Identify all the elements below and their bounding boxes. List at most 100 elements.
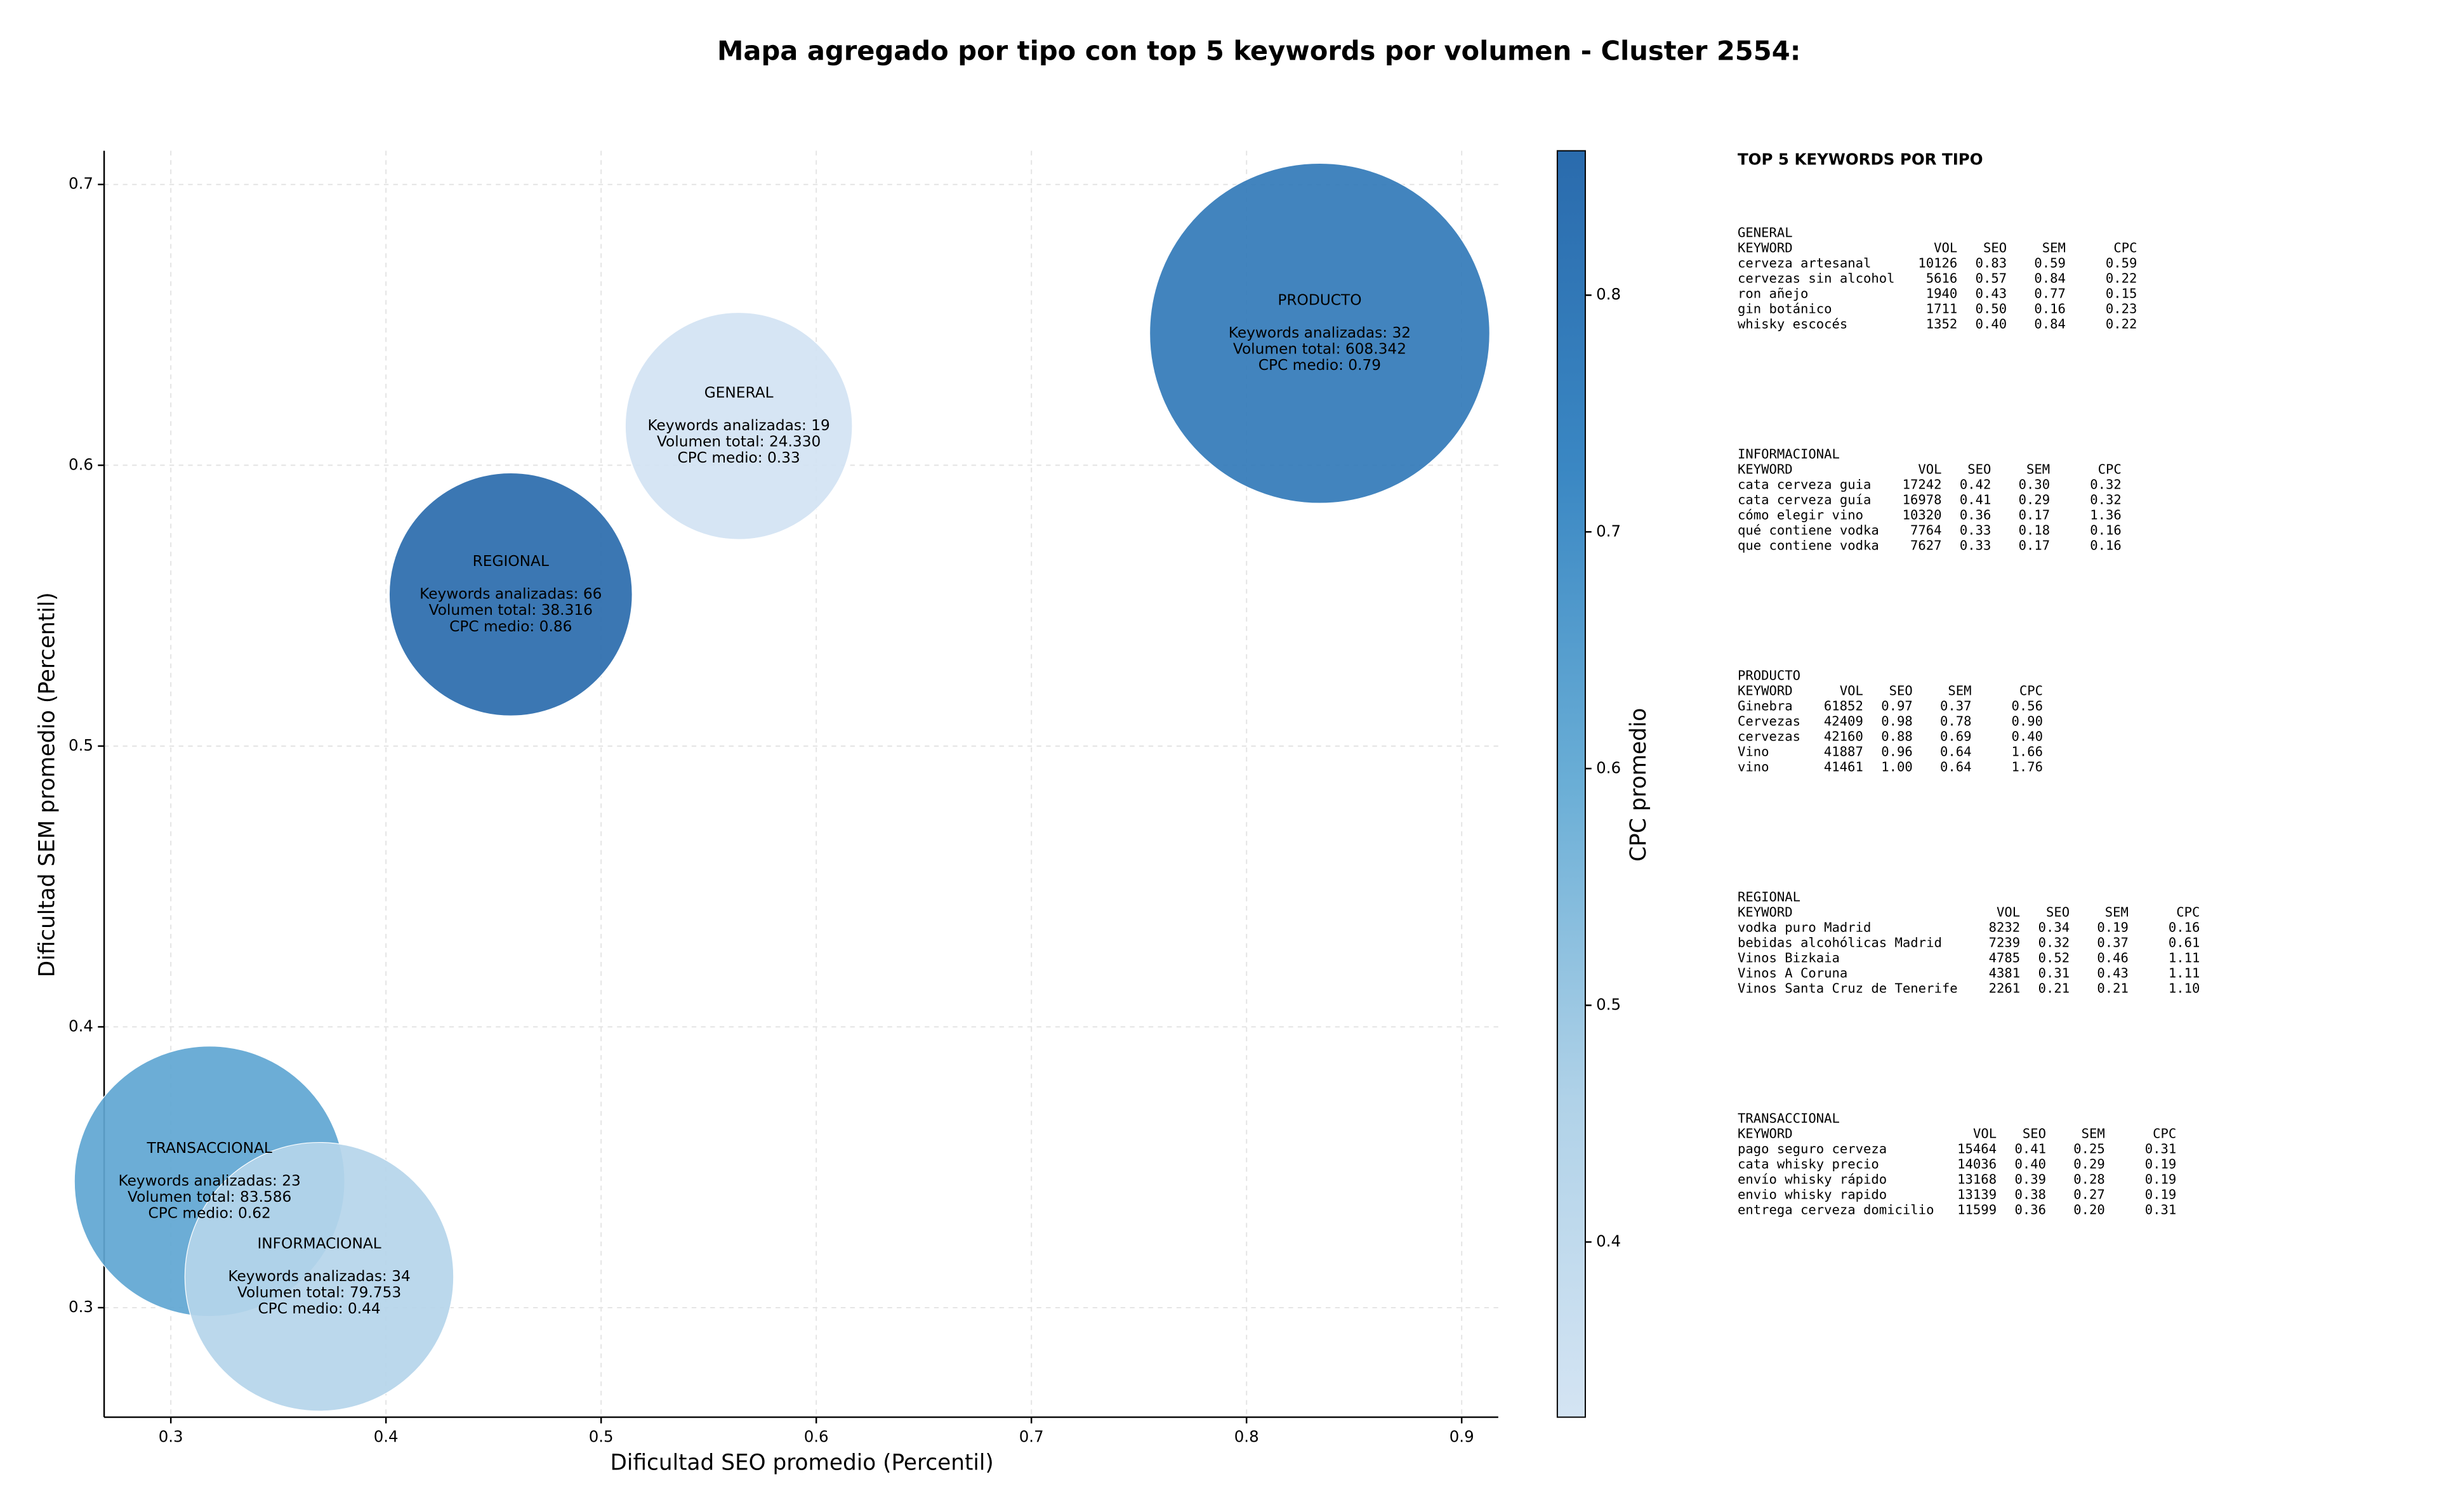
table-header: SEM <box>2026 461 2050 477</box>
table-cell: vodka puro Madrid <box>1738 919 1871 935</box>
table-cell: 0.32 <box>2090 477 2122 492</box>
table-header: KEYWORD <box>1738 240 1793 255</box>
table-cell: 17242 <box>1903 477 1942 492</box>
table-cell: 0.20 <box>2073 1202 2105 1217</box>
table-cell: 4785 <box>1989 950 2021 965</box>
x-tick-label: 0.6 <box>804 1427 829 1445</box>
table-cell: 1.36 <box>2090 507 2122 522</box>
table-cell: 0.19 <box>2097 919 2129 935</box>
table-cell: 0.98 <box>1881 713 1913 728</box>
bubble-annotation: Keywords analizadas: 32 <box>1229 324 1411 341</box>
table-cell: 0.32 <box>2090 492 2122 507</box>
table-cell: entrega cerveza domicilio <box>1738 1202 1934 1217</box>
table-header: SEO <box>1889 683 1913 698</box>
colorbar-tick-label: 0.7 <box>1596 522 1621 540</box>
table-cell: bebidas alcohólicas Madrid <box>1738 935 1942 950</box>
table-header: KEYWORD <box>1738 1126 1793 1141</box>
table-cell: 0.29 <box>2073 1156 2105 1171</box>
table-header: VOL <box>1997 904 2020 919</box>
bubble-name: PRODUCTO <box>1278 291 1361 308</box>
table-cell: ron añejo <box>1738 286 1808 301</box>
table-cell: 0.29 <box>2019 492 2051 507</box>
section-name: PRODUCTO <box>1738 667 1800 683</box>
bubble-name: TRANSACCIONAL <box>147 1140 272 1157</box>
bubble <box>624 312 853 540</box>
table-header: CPC <box>2176 904 2200 919</box>
table-cell: 0.90 <box>2012 713 2044 728</box>
table-cell: 1.66 <box>2012 744 2044 759</box>
table-cell: 0.52 <box>2038 950 2070 965</box>
table-cell: envio whisky rapido <box>1738 1187 1887 1202</box>
table-cell: 0.33 <box>1960 522 1991 537</box>
table-header: SEO <box>2023 1126 2046 1141</box>
table-header: SEM <box>2042 240 2066 255</box>
colorbar-tick-label: 0.6 <box>1596 758 1621 777</box>
table-cell: Vinos Bizkaia <box>1738 950 1840 965</box>
table-cell: 0.27 <box>2073 1187 2105 1202</box>
table-cell: 0.36 <box>1960 507 1991 522</box>
table-cell: 0.36 <box>2014 1202 2046 1217</box>
table-cell: 0.34 <box>2038 919 2070 935</box>
y-axis-label: Dificultad SEM promedio (Percentil) <box>34 592 60 977</box>
section-name: REGIONAL <box>1738 889 1800 904</box>
bubble-annotation: Keywords analizadas: 34 <box>228 1268 410 1285</box>
bubble-name: REGIONAL <box>473 553 549 570</box>
bubble-annotation: Keywords analizadas: 23 <box>119 1172 301 1189</box>
table-cell: 42409 <box>1824 713 1863 728</box>
table-header: SEO <box>1983 240 2007 255</box>
table-cell: 0.78 <box>1940 713 1972 728</box>
y-tick-label: 0.3 <box>69 1298 93 1316</box>
table-cell: 13168 <box>1957 1171 1997 1187</box>
section-name: INFORMACIONAL <box>1738 446 1840 461</box>
table-cell: qué contiene vodka <box>1738 522 1879 537</box>
table-cell: envío whisky rápido <box>1738 1171 1887 1187</box>
table-cell: 1.76 <box>2012 759 2044 774</box>
table-cell: 0.19 <box>2145 1171 2177 1187</box>
table-cell: 2261 <box>1989 980 2021 996</box>
bubble-name: GENERAL <box>704 384 774 401</box>
bubble-annotation: Volumen total: 79.753 <box>237 1284 401 1301</box>
y-tick-label: 0.5 <box>69 736 93 754</box>
bubble-annotation: Volumen total: 38.316 <box>429 602 593 619</box>
table-cell: 0.43 <box>1976 286 2007 301</box>
table-cell: 0.88 <box>1881 728 1913 744</box>
y-tick-label: 0.4 <box>69 1016 93 1035</box>
table-header: VOL <box>1973 1126 1997 1141</box>
x-axis-label: Dificultad SEO promedio (Percentil) <box>611 1450 994 1476</box>
table-header: CPC <box>2153 1126 2176 1141</box>
table-cell: cervezas <box>1738 728 1800 744</box>
table-cell: 0.84 <box>2034 270 2066 286</box>
bubble-annotation: CPC medio: 0.79 <box>1258 357 1381 374</box>
table-cell: 0.21 <box>2038 980 2070 996</box>
table-cell: 0.57 <box>1976 270 2007 286</box>
bubble <box>1149 162 1490 504</box>
table-cell: 4381 <box>1989 965 2021 980</box>
table-header: VOL <box>1934 240 1957 255</box>
x-tick-label: 0.8 <box>1234 1427 1259 1445</box>
table-cell: cerveza artesanal <box>1738 255 1871 270</box>
bubble-annotation: CPC medio: 0.86 <box>449 618 572 635</box>
table-cell: 8232 <box>1989 919 2021 935</box>
table-cell: 0.25 <box>2073 1141 2105 1156</box>
table-header: SEM <box>2105 904 2129 919</box>
table-cell: 1711 <box>1926 301 1958 316</box>
table-cell: 1352 <box>1926 316 1958 331</box>
table-cell: 11599 <box>1957 1202 1997 1217</box>
table-cell: 0.38 <box>2014 1187 2046 1202</box>
table-cell: 41461 <box>1824 759 1863 774</box>
table-cell: 7764 <box>1910 522 1942 537</box>
table-header: KEYWORD <box>1738 461 1793 477</box>
table-header: KEYWORD <box>1738 904 1793 919</box>
table-cell: 0.64 <box>1940 744 1972 759</box>
table-cell: 0.43 <box>2097 965 2129 980</box>
x-tick-label: 0.5 <box>589 1427 614 1445</box>
bubble-annotation: CPC medio: 0.62 <box>149 1205 271 1222</box>
table-cell: 0.17 <box>2019 507 2051 522</box>
x-tick-label: 0.7 <box>1019 1427 1044 1445</box>
table-cell: 0.16 <box>2090 522 2122 537</box>
table-cell: 61852 <box>1824 698 1863 713</box>
table-header: CPC <box>2019 683 2043 698</box>
table-cell: 0.31 <box>2145 1141 2177 1156</box>
table-cell: 0.37 <box>1940 698 1972 713</box>
